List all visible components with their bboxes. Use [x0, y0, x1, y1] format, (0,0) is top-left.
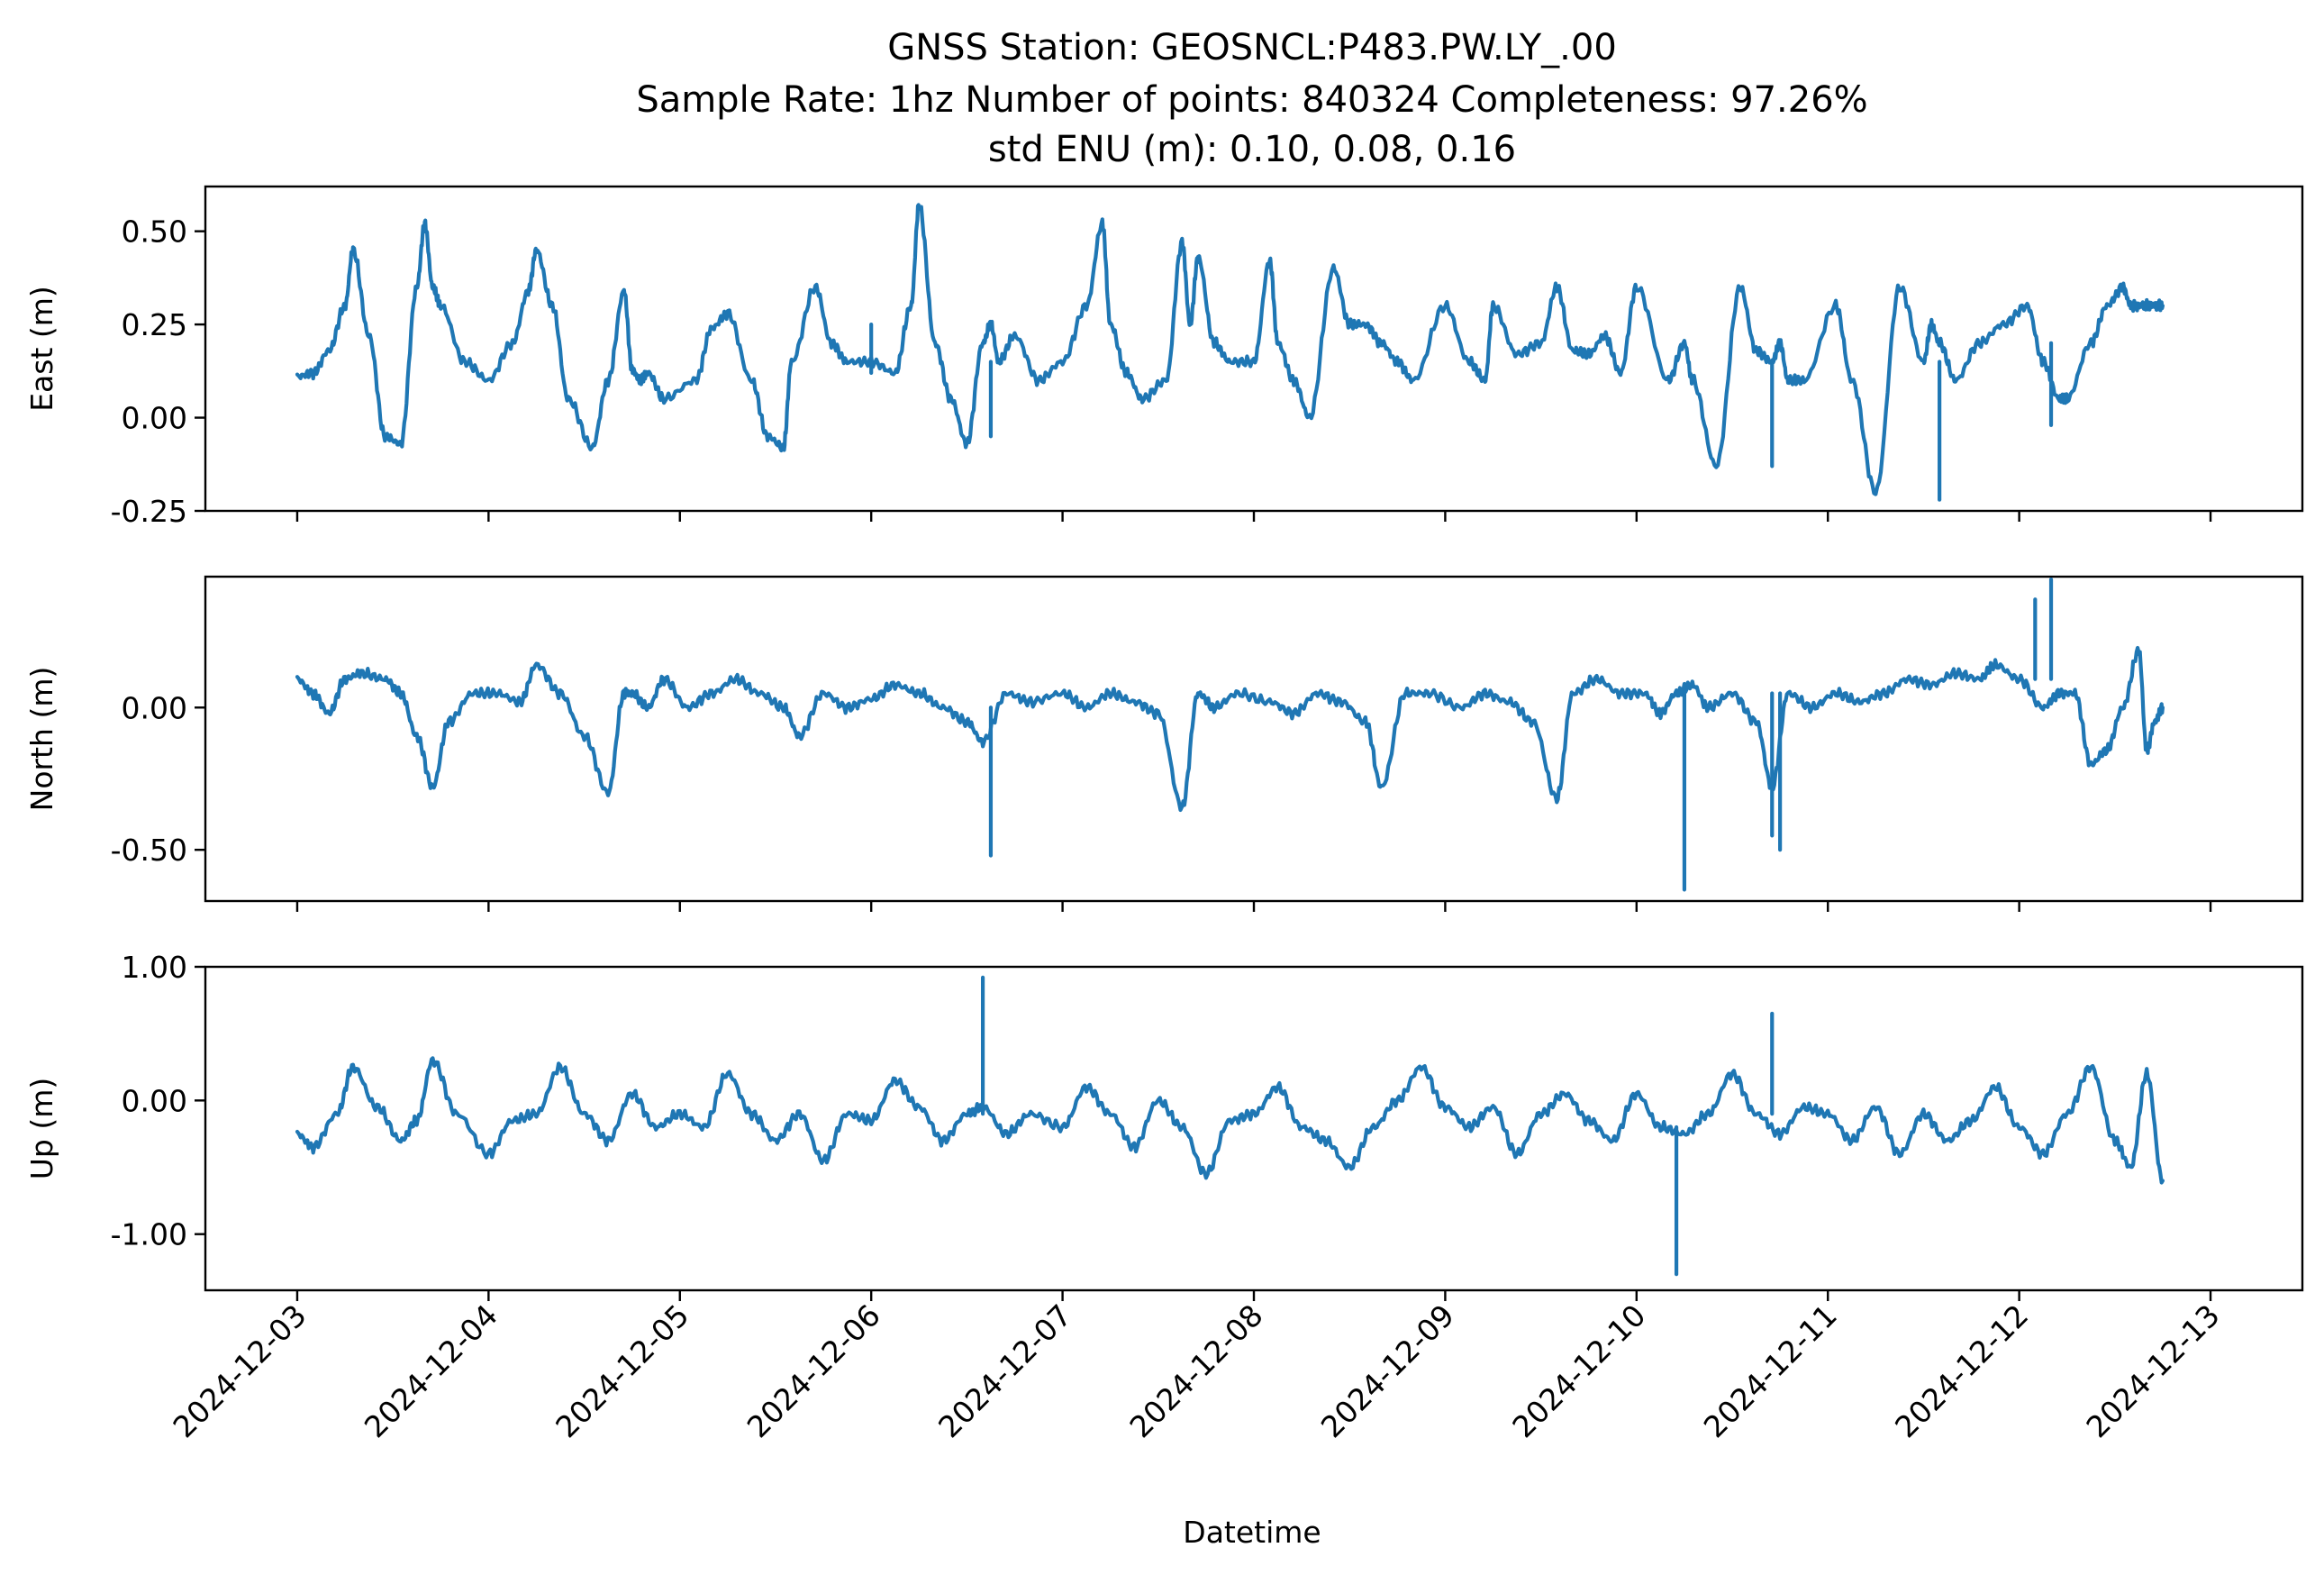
up-series-line — [295, 1056, 2165, 1185]
x-tick-label: 2024-12-10 — [1505, 1297, 1652, 1444]
x-tick-label: 2024-12-04 — [358, 1297, 504, 1444]
up-y-tick-label: 0.00 — [122, 1083, 187, 1118]
east-y-axis-label: East (m) — [24, 286, 59, 412]
up-plot-frame — [204, 965, 2304, 1292]
east-y-tick-label: 0.00 — [122, 401, 187, 436]
title-line-2: Sample Rate: 1hz Number of points: 84032… — [636, 79, 1867, 121]
up-y-axis-label: Up (m) — [24, 1078, 59, 1180]
east-plot-frame — [204, 185, 2304, 513]
east-series-line — [295, 203, 2165, 496]
east-y-tick-label: -0.25 — [111, 494, 187, 529]
title-line-3: std ENU (m): 0.10, 0.08, 0.16 — [988, 129, 1516, 170]
north-series-line — [295, 645, 2165, 813]
up-y-tick-label: -1.00 — [111, 1217, 187, 1252]
north-y-axis-label: North (m) — [24, 667, 59, 812]
north-y-tick-label: 0.00 — [122, 690, 187, 725]
title-line-1: GNSS Station: GEOSNCL:P483.PW.LY_.00 — [887, 27, 1617, 68]
up-y-tick-label: 1.00 — [122, 950, 187, 985]
north-plot-frame — [204, 575, 2304, 903]
x-axis-label: Datetime — [1183, 1515, 1321, 1550]
x-tick-label: 2024-12-12 — [1888, 1297, 2035, 1444]
x-tick-label: 2024-12-03 — [166, 1297, 313, 1444]
x-tick-label: 2024-12-11 — [1697, 1297, 1844, 1444]
up-panel: -1.00 0.00 1.00 2024-12-03 2024-12-04 2024-12… — [24, 950, 2304, 1444]
east-panel: -0.25 0.00 0.25 0.50 East (m) — [24, 185, 2304, 529]
north-y-tick-label: -0.50 — [111, 833, 187, 868]
north-panel: -0.50 0.00 North (m) — [24, 575, 2304, 912]
x-tick-label: 2024-12-08 — [1122, 1297, 1269, 1444]
east-y-tick-label: 0.25 — [122, 307, 187, 342]
x-tick-label: 2024-12-13 — [2080, 1297, 2227, 1444]
x-tick-label: 2024-12-09 — [1314, 1297, 1461, 1444]
east-y-tick-label: 0.50 — [122, 214, 187, 250]
x-tick-label: 2024-12-06 — [740, 1297, 887, 1444]
x-tick-label: 2024-12-05 — [549, 1297, 695, 1444]
x-tick-label: 2024-12-07 — [931, 1297, 1078, 1444]
